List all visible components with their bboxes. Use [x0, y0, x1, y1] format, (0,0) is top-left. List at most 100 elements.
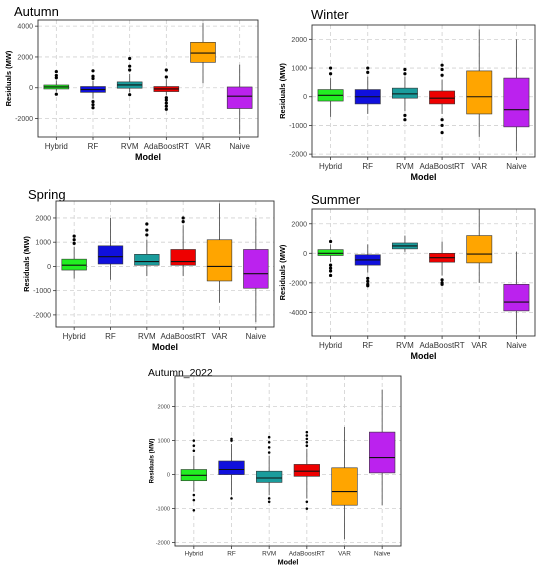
outlier-point	[328, 72, 333, 76]
box-naive	[503, 39, 530, 152]
box-naive	[226, 64, 253, 134]
box-naive	[369, 389, 396, 506]
x-tick-label: Naive	[374, 551, 391, 558]
box-iqr	[226, 86, 253, 109]
outlier-point	[403, 118, 407, 122]
outlier-point	[128, 93, 132, 97]
outlier-point	[192, 493, 196, 497]
box-adaboostrt	[429, 241, 456, 286]
y-tick-label: -2000	[156, 541, 170, 547]
y-tick-label: 0	[303, 94, 307, 101]
box-iqr	[331, 467, 358, 506]
box-iqr	[317, 249, 344, 256]
box-iqr	[503, 77, 530, 128]
outlier-point	[267, 497, 271, 500]
x-tick-label: Hybrid	[185, 551, 204, 558]
box-iqr	[97, 245, 124, 265]
x-tick-label: RVM	[138, 332, 156, 341]
box-iqr	[256, 470, 283, 483]
outlier-point	[328, 269, 333, 273]
box-naive	[503, 251, 530, 335]
y-tick-label: 0	[167, 473, 170, 479]
box-iqr	[466, 235, 493, 264]
outlier-point	[403, 113, 407, 117]
outlier-point	[328, 273, 333, 278]
x-tick-label: VAR	[212, 332, 228, 341]
box-adaboostrt	[293, 430, 320, 510]
box-var	[466, 209, 493, 283]
outlier-point	[440, 73, 444, 77]
outlier-point	[328, 266, 333, 270]
x-tick-label: RF	[105, 332, 116, 341]
outlier-point	[328, 263, 333, 267]
x-tick-label: Naive	[229, 142, 250, 151]
box-var	[206, 203, 233, 303]
x-tick-label: AdaBoostRT	[419, 341, 464, 350]
outlier-point	[403, 67, 407, 72]
y-axis-title: Residuals (MW)	[278, 244, 287, 300]
outlier-point	[91, 76, 95, 81]
x-tick-label: AdaBoostRT	[144, 142, 189, 151]
box-var	[331, 427, 358, 540]
x-axis-title: Model	[278, 557, 299, 566]
y-tick-label: -2000	[289, 152, 307, 159]
y-tick-label: 0	[303, 251, 307, 258]
box-iqr	[190, 42, 216, 63]
y-tick-label: 0	[29, 85, 33, 92]
outlier-point	[305, 507, 309, 510]
x-axis-title: Model	[411, 172, 437, 182]
outlier-point	[192, 498, 196, 502]
outlier-point	[145, 228, 149, 232]
plot-frame	[311, 24, 536, 158]
box-rvm	[134, 222, 160, 277]
box-rvm	[256, 435, 283, 504]
outlier-point	[164, 104, 168, 108]
box-adaboostrt	[429, 63, 456, 135]
box-iqr	[218, 460, 245, 475]
outlier-point	[305, 441, 309, 444]
outlier-point	[145, 233, 149, 237]
y-axis-title: Residuals (MW)	[22, 236, 31, 292]
outlier-point	[267, 435, 271, 439]
box-hybrid	[61, 234, 87, 279]
box-iqr	[503, 284, 530, 312]
box-rf	[218, 437, 245, 500]
box-rvm	[391, 67, 418, 122]
box-adaboostrt	[153, 68, 180, 111]
box-adaboostrt	[170, 216, 196, 277]
outlier-point	[164, 98, 168, 102]
boxplot-panel: Summer -4000 -2000 0 2000 Hybrid RF RVM AdaBoost…	[278, 192, 536, 361]
outlier-point	[72, 238, 76, 242]
outlier-point	[440, 282, 444, 286]
outlier-point	[440, 67, 444, 72]
y-tick-label: -2000	[33, 312, 51, 319]
boxplot-panel: Spring -2000 -1000 0 1000 2000 Hybrid RF RVM AdaB…	[22, 187, 275, 352]
box-iqr	[429, 90, 456, 105]
x-tick-label: VAR	[338, 551, 351, 558]
box-hybrid	[43, 69, 70, 96]
plot-frame	[174, 375, 402, 547]
y-axis-title: Residuals (MW)	[278, 63, 287, 119]
outlier-point	[91, 103, 95, 107]
outlier-point	[328, 239, 333, 244]
x-tick-label: VAR	[471, 341, 487, 350]
outlier-point	[440, 278, 444, 282]
y-axis-title: Residuals (MW)	[4, 50, 13, 106]
y-tick-label: 2000	[158, 405, 170, 411]
x-tick-label: RF	[362, 162, 373, 171]
outlier-point	[128, 68, 132, 72]
outlier-point	[181, 219, 185, 224]
chart-title: Summer	[311, 192, 361, 207]
outlier-point	[305, 437, 309, 441]
box-iqr	[134, 254, 160, 266]
outlier-point	[145, 222, 149, 226]
outlier-point	[366, 276, 370, 281]
y-tick-label: -1000	[156, 507, 170, 513]
box-iqr	[293, 464, 320, 477]
outlier-point	[128, 56, 132, 61]
outlier-point	[440, 118, 444, 122]
box-iqr	[243, 249, 269, 289]
outlier-point	[305, 430, 309, 434]
box-rvm	[116, 56, 143, 97]
